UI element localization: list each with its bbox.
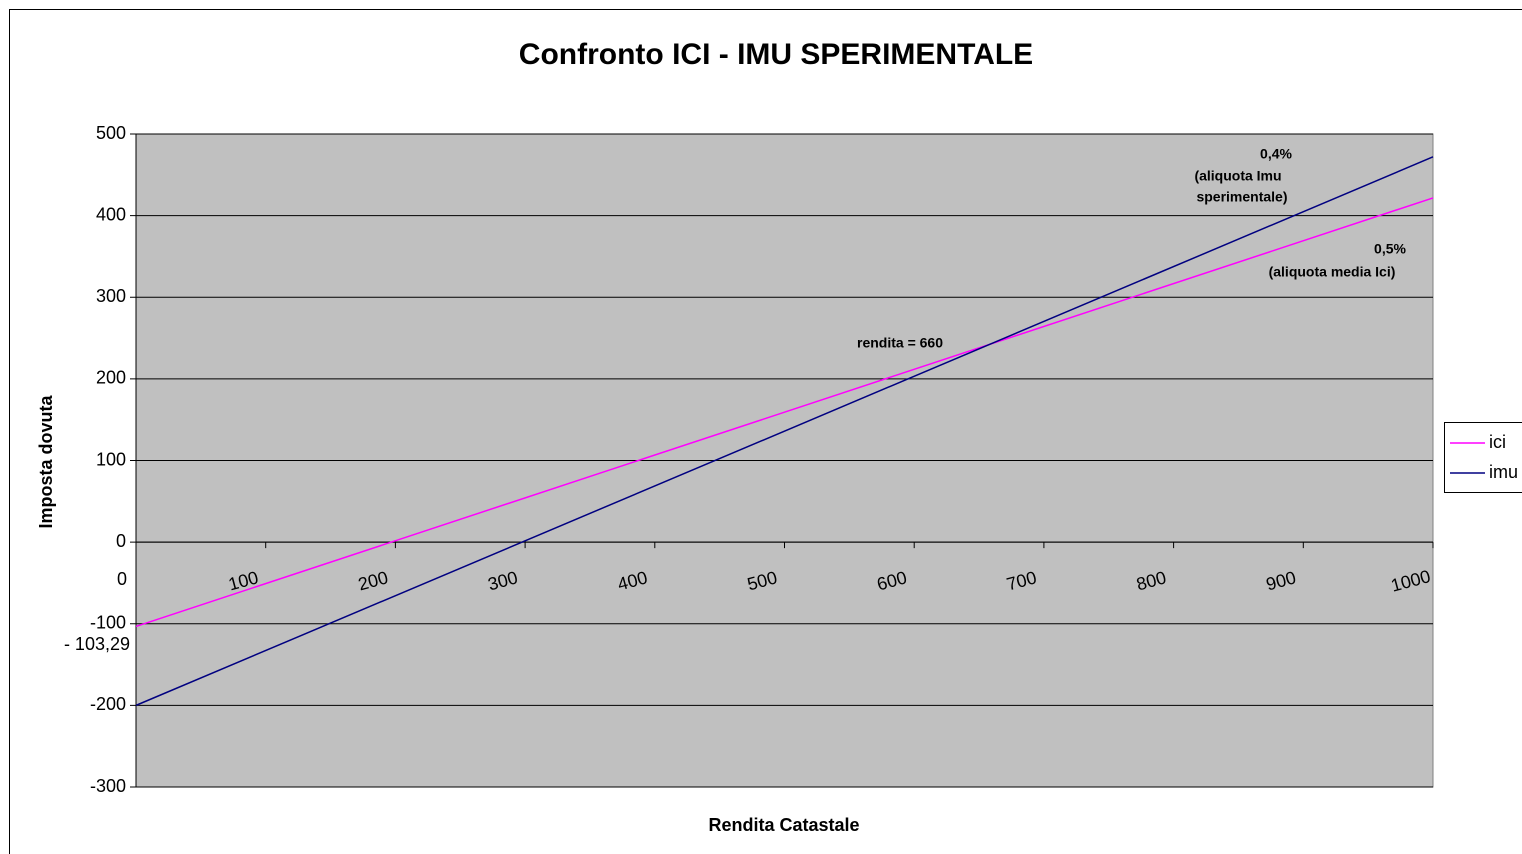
legend-label: imu xyxy=(1489,462,1518,482)
annotation: (aliquota Imu xyxy=(1194,168,1281,184)
y-tick-label: -100 xyxy=(90,613,126,633)
y-tick-label: -200 xyxy=(90,694,126,714)
annotation: 0,4% xyxy=(1260,146,1292,162)
annotation: 0,5% xyxy=(1374,241,1406,257)
annotation: - 103,29 xyxy=(64,634,130,654)
annotation: (aliquota media Ici) xyxy=(1269,264,1396,280)
y-tick-label: 100 xyxy=(96,449,126,469)
y-tick-label: 200 xyxy=(96,368,126,388)
legend-box xyxy=(1444,422,1522,493)
annotation: sperimentale) xyxy=(1196,189,1287,205)
y-tick-label: 0 xyxy=(116,531,126,551)
y-tick-label: 400 xyxy=(96,204,126,224)
line xyxy=(135,197,1434,628)
y-tick-label: 500 xyxy=(96,123,126,143)
y-tick-label: 300 xyxy=(96,286,126,306)
x-axis-label: Rendita Catastale xyxy=(708,815,859,835)
legend-label: ici xyxy=(1489,432,1506,452)
annotation: rendita = 660 xyxy=(857,335,943,351)
y-axis-label: Imposta dovuta xyxy=(36,395,56,529)
x-tick-label: 0 xyxy=(117,569,127,589)
line xyxy=(135,156,1434,707)
y-tick-label: -300 xyxy=(90,776,126,796)
chart-title: Confronto ICI - IMU SPERIMENTALE xyxy=(519,38,1033,71)
